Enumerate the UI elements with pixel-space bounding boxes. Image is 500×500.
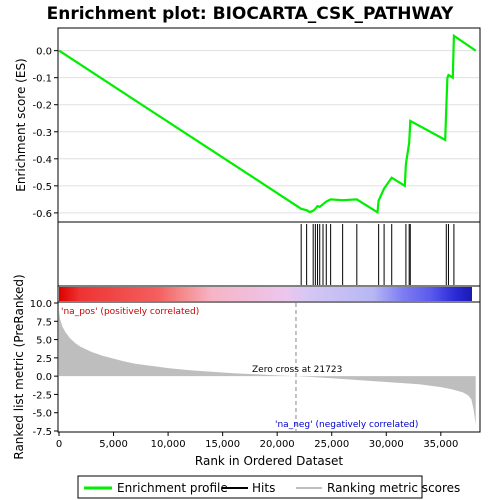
enrichment-profile-line [58, 33, 477, 215]
legend-box [77, 475, 423, 499]
metric-y-tick-label: -5.0 [32, 409, 52, 420]
es-y-tick-label: -0.1 [32, 74, 52, 85]
x-tick-label: 20,000 [260, 439, 295, 450]
x-tick-label: 5,000 [99, 439, 128, 450]
es-y-tick-label: -0.5 [32, 182, 52, 193]
hit-marks [300, 224, 455, 285]
legend-enrichment-label: Enrichment profile [117, 481, 228, 495]
x-tick-label: 30,000 [369, 439, 404, 450]
es-gridlines [59, 50, 479, 214]
es-y-tick-label: -0.3 [32, 128, 52, 139]
zero-cross-label: Zero cross at 21723 [252, 365, 342, 375]
pos-label: 'na_pos' (positively correlated) [61, 307, 199, 317]
x-tick-label: 0 [56, 439, 62, 450]
rank-color-bar [59, 287, 472, 301]
neg-label: 'na_neg' (negatively correlated) [275, 420, 418, 430]
metric-y-axis: 10.0 7.5 5.0 2.5 0.0 -2.5 -5.0 -7.5 [30, 299, 58, 438]
ranking-metric-area [59, 310, 476, 425]
x-tick-label: 25,000 [314, 439, 349, 450]
legend-metric-label: Ranking metric scores [327, 481, 460, 495]
metric-y-tick-label: 5.0 [36, 336, 52, 347]
es-y-axis: 0.0 -0.1 -0.2 -0.3 -0.4 -0.5 -0.6 [32, 47, 58, 220]
metric-y-tick-label: 0.0 [36, 372, 52, 383]
metric-y-axis-label: Ranked list metric (PreRanked) [12, 274, 26, 459]
metric-y-tick-label: -2.5 [32, 390, 52, 401]
x-axis: 0 5,000 10,000 15,000 20,000 25,000 30,000 35,0… [56, 432, 458, 450]
x-tick-label: 10,000 [151, 439, 186, 450]
chart-title: Enrichment plot: BIOCARTA_CSK_PATHWAY [47, 4, 454, 24]
x-tick-label: 15,000 [205, 439, 240, 450]
hits-panel [57, 221, 481, 287]
es-y-tick-label: 0.0 [36, 47, 52, 58]
es-y-tick-label: -0.4 [32, 155, 52, 166]
es-y-axis-label: Enrichment score (ES) [14, 58, 28, 191]
es-y-tick-label: -0.6 [32, 209, 52, 220]
es-y-tick-label: -0.2 [32, 101, 52, 112]
metric-y-tick-label: -7.5 [32, 427, 52, 438]
metric-y-tick-label: 2.5 [36, 354, 52, 365]
x-tick-label: 35,000 [423, 439, 458, 450]
x-axis-label: Rank in Ordered Dataset [195, 454, 343, 468]
metric-y-tick-label: 7.5 [36, 317, 52, 328]
legend-hits-label: Hits [252, 481, 275, 495]
metric-y-tick-label: 10.0 [30, 299, 52, 310]
